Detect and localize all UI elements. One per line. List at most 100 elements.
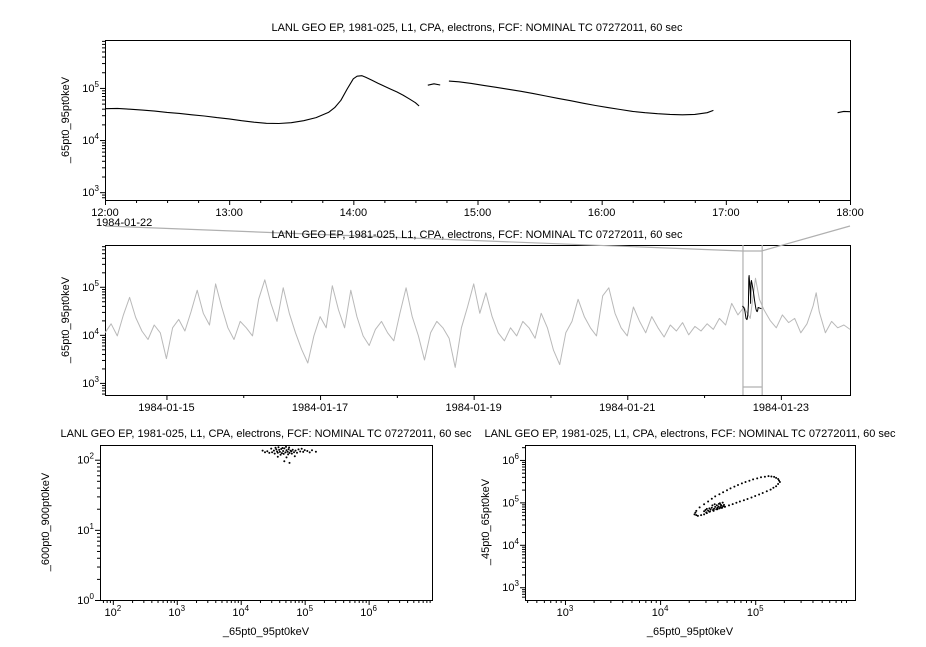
flux-correlation-ring-point: [777, 478, 780, 480]
flux-correlation-ring-point: [700, 514, 703, 517]
plot-panel-detail-timeseries[interactable]: 12:00 13:00 14:00 15:00 16:00 17:00 18:00 103 10…: [82, 40, 864, 220]
flux-correlation-ring-point: [742, 499, 745, 502]
flux-correlation-core-point: [715, 508, 718, 511]
panel3-xaxis-label: _65pt0_95pt0keV: [222, 626, 310, 638]
axis-tick-label: 101: [77, 522, 94, 537]
axis-tick-label: 106: [360, 604, 377, 619]
flux-correlation-600-900-point: [276, 455, 279, 458]
flux-correlation-600-900-point: [285, 445, 287, 448]
axis-tick-label: 102: [104, 604, 121, 619]
flux-correlation-600-900-point: [272, 449, 275, 452]
flux-correlation-600-900-point: [287, 448, 290, 451]
plot-panel-context-timeseries[interactable]: 1984-01-15 1984-01-17 1984-01-19 1984-01-21…: [82, 225, 851, 414]
plot-panel-scatter-600-900[interactable]: 102 103 104 105 106 100 101 102: [77, 445, 433, 620]
flux-correlation-600-900-point: [299, 450, 302, 453]
axis-tick-label: 1984-01-23: [753, 402, 809, 414]
flux-correlation-ring-point: [738, 500, 741, 503]
panel2-title: LANL GEO EP, 1981-025, L1, CPA, electron…: [271, 229, 683, 241]
flux-correlation-ring: [693, 475, 781, 517]
axis-tick-label: 105: [296, 604, 313, 619]
flux-correlation-ring-point: [693, 513, 696, 516]
flux-correlation-ring-point: [777, 483, 780, 485]
flux-correlation-600-900-point: [277, 446, 280, 449]
flux-correlation-ring-point: [750, 496, 753, 499]
axis-tick-label: 103: [502, 579, 519, 594]
flux-correlation-600-900-point: [286, 450, 289, 453]
axis-tick-label: 103: [82, 375, 99, 390]
flux-correlation-ring-point: [772, 486, 775, 489]
flux-correlation-core-point: [718, 502, 721, 505]
flux-correlation-core: [703, 501, 726, 514]
axis-tick-label: 104: [652, 604, 669, 619]
flux-correlation-600-900-point: [294, 449, 297, 452]
axis-tick-label: 16:00: [588, 207, 616, 219]
flux-correlation-core-point: [710, 506, 713, 509]
flux-correlation-600-900-point: [261, 449, 264, 452]
flux-correlation-600-900-point: [273, 452, 276, 455]
flux-correlation-ring-point: [763, 475, 766, 478]
flux-correlation-ring-point: [695, 514, 698, 517]
context-selection-box[interactable]: [742, 245, 763, 395]
axis-tick-label: 1984-01-21: [599, 402, 655, 414]
plot-border: [105, 40, 851, 201]
flux-correlation-ring-point: [718, 493, 721, 496]
axis-tick-label: 102: [77, 452, 94, 467]
flux-correlation-600-900-point: [306, 450, 309, 452]
panel3-yaxis-label: _600pt0_900pt0keV: [40, 472, 52, 572]
flux-correlation-core-point: [709, 508, 712, 511]
flux-correlation-600-900-point: [281, 447, 284, 449]
flux-correlation-ring-point: [726, 489, 728, 492]
flux-correlation-600-900-point: [284, 451, 287, 454]
axis-tick-label: 1984-01-19: [446, 402, 502, 414]
flux-correlation-ring-point: [778, 481, 781, 483]
context-flux-65-95keV: [104, 277, 851, 368]
flux-correlation-core-point: [717, 505, 720, 508]
flux-correlation-600-900-point: [290, 452, 293, 455]
flux-correlation-ring-point: [737, 484, 739, 486]
flux-correlation-ring-point: [752, 478, 755, 481]
flux-correlation-ring-point: [735, 501, 738, 504]
selection-highlight-flux: [742, 275, 762, 321]
panel1-yaxis-label: _65pt0_95pt0keV: [60, 76, 72, 164]
plot-border: [100, 445, 433, 601]
flux-correlation-600-900-point: [288, 461, 291, 464]
axis-tick-label: 17:00: [712, 207, 740, 219]
flux-correlation-ring-point: [733, 485, 736, 488]
panel1-date-context-label: 1984-01-22: [96, 217, 153, 229]
axis-tick-label: 105: [502, 494, 519, 509]
axis-tick-label: 100: [77, 592, 94, 607]
axis-tick-label: 106: [502, 452, 519, 467]
plot-panel-scatter-45-65[interactable]: 103 104 105 103 104 105 106: [502, 445, 856, 620]
flux-correlation-ring-point: [761, 492, 764, 494]
flux-correlation-ring-point: [773, 475, 776, 478]
flux-correlation-600-900-point: [271, 451, 274, 454]
flux-correlation-ring-point: [756, 477, 759, 480]
flux-correlation-ring-point: [703, 503, 706, 506]
flux-correlation-ring-point: [748, 479, 751, 482]
axis-tick-label: 104: [232, 604, 249, 619]
electron-flux-65-95keV: [104, 75, 851, 125]
flux-correlation-600-900-point: [291, 448, 294, 451]
flux-correlation-ring-point: [760, 476, 762, 479]
flux-correlation-core-point: [713, 507, 716, 510]
flux-correlation-ring-point: [765, 490, 768, 493]
flux-correlation-600-900-point: [300, 447, 303, 450]
flux-correlation-600-900-point: [282, 452, 285, 455]
axis-tick-label: 103: [557, 604, 574, 619]
axis-tick-label: 103: [82, 184, 99, 199]
axis-tick-label: 13:00: [215, 207, 243, 219]
flux-correlation-600-900: [261, 445, 317, 464]
flux-correlation-core-point: [714, 505, 717, 508]
flux-correlation-core-point: [723, 505, 726, 508]
axis-tick-label: 105: [747, 604, 764, 619]
flux-correlation-600-900-point: [274, 446, 277, 449]
flux-correlation-ring-point: [754, 495, 757, 497]
flux-correlation-600-900-point: [308, 451, 311, 454]
flux-correlation-core-point: [703, 510, 706, 513]
flux-correlation-600-900-point: [276, 451, 279, 454]
axis-tick-label: 14:00: [340, 207, 368, 219]
flux-correlation-600-900-point: [288, 451, 291, 454]
flux-correlation-ring-point: [746, 498, 749, 500]
